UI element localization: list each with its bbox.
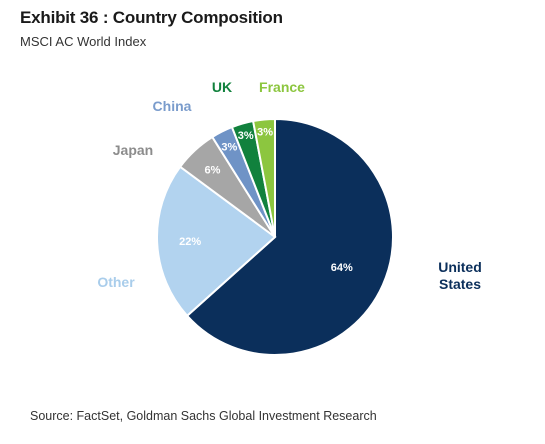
chart-title: Exhibit 36 : Country Composition <box>20 8 283 27</box>
value-label-united-states: 64% <box>331 262 353 274</box>
category-label-japan: Japan <box>113 142 153 158</box>
pie-slice-united-states <box>185 117 394 356</box>
pie-slices <box>156 117 394 356</box>
chart-subtitle: MSCI AC World Index <box>20 34 147 49</box>
category-label-uk: UK <box>212 79 232 95</box>
source-note: Source: FactSet, Goldman Sachs Global In… <box>30 409 377 423</box>
pie-value-labels: 64%22%6%3%3% 3% <box>179 126 353 274</box>
category-label-france: France <box>259 79 305 95</box>
category-label-china: China <box>153 98 192 114</box>
pie-slice-other <box>156 165 277 318</box>
category-label-united-states: United States <box>438 259 482 292</box>
category-label-other: Other <box>97 274 135 290</box>
value-label-uk: 3% <box>238 130 254 142</box>
value-label-china: 3% <box>221 141 237 153</box>
pie-category-labels: United States Other Japan China UK France <box>97 79 481 292</box>
value-label-other: 22% <box>179 236 201 248</box>
value-label-france: 3% <box>257 126 273 138</box>
value-label-japan: 6% <box>205 164 221 176</box>
pie-slice-france <box>251 117 276 238</box>
